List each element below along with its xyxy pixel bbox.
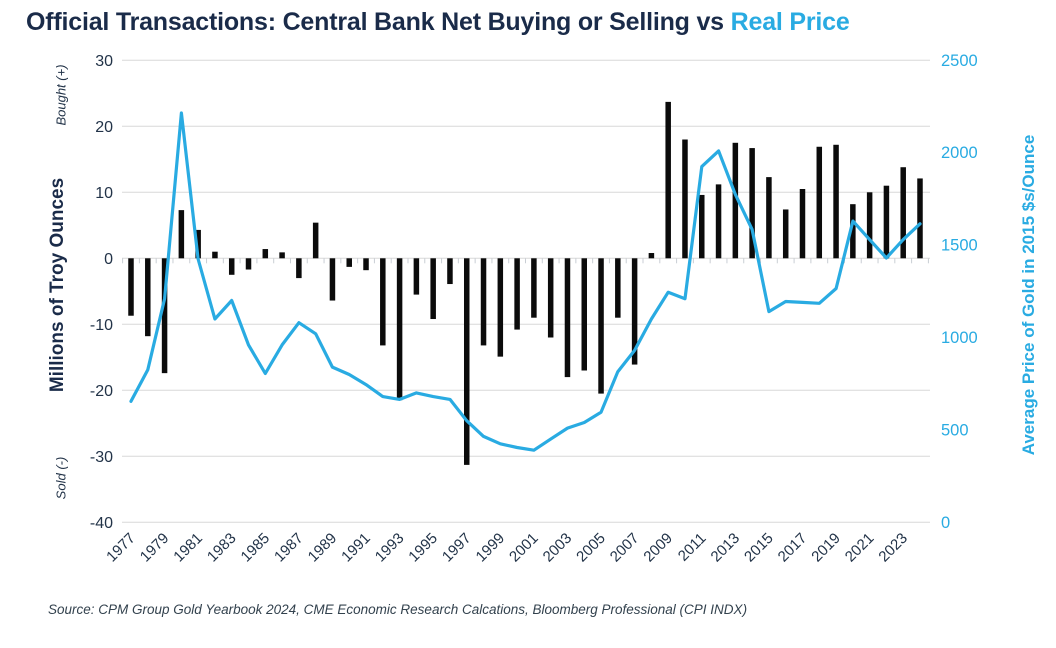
- x-axis-tick-label: 2013: [708, 530, 744, 566]
- bar: [128, 258, 134, 316]
- bar: [581, 258, 588, 371]
- x-axis-tick-label: 1991: [338, 530, 374, 566]
- x-axis-tick-label: 2003: [540, 530, 576, 566]
- bar: [161, 258, 168, 374]
- chart-title-accent: Real Price: [730, 8, 850, 36]
- chart-title: Official Transactions: Central Bank Net …: [26, 8, 850, 37]
- x-axis-tick-label: 2011: [675, 530, 710, 565]
- bar: [699, 194, 705, 259]
- bar: [598, 258, 604, 394]
- bar: [396, 258, 403, 401]
- x-axis-tick-label: 2017: [775, 530, 811, 566]
- x-axis-tick-label: 2007: [607, 530, 643, 566]
- bar: [329, 258, 336, 301]
- bar: [228, 258, 235, 275]
- x-axis-tick-label: 1985: [238, 530, 274, 566]
- left-axis-tick-label: -20: [90, 383, 113, 400]
- right-axis-tick-label: 2500: [941, 52, 978, 70]
- bar: [430, 258, 436, 320]
- bar: [262, 249, 269, 259]
- bar: [715, 184, 722, 259]
- bar: [447, 258, 453, 285]
- bar: [514, 258, 520, 330]
- bar: [850, 204, 856, 259]
- right-axis-tick-label: 2000: [941, 144, 978, 162]
- x-axis-tick-label: 1981: [170, 530, 206, 566]
- bars-series: [128, 101, 923, 465]
- price-line: [129, 111, 922, 452]
- bar: [816, 146, 823, 259]
- x-axis-tick-label: 2005: [573, 530, 609, 566]
- x-axis-tick-label: 1987: [271, 530, 307, 566]
- x-axis-tick-label: 1979: [137, 530, 173, 566]
- left-axis-tick-label: -30: [90, 449, 113, 466]
- left-axis-tick-label: -40: [90, 515, 113, 532]
- zero-axis-ticks: [122, 258, 929, 264]
- right-axis-tick-label: 1000: [941, 329, 978, 347]
- right-tick-labels: 2500 2000 1500 1000 500 0: [941, 52, 978, 532]
- bar: [212, 251, 218, 259]
- bar: [463, 258, 470, 465]
- right-axis-tick-label: 500: [941, 421, 969, 439]
- bar: [380, 258, 386, 346]
- real-price-line: [129, 111, 922, 452]
- bar: [547, 258, 554, 338]
- bar: [497, 258, 504, 357]
- bar: [665, 101, 671, 259]
- x-axis-tick-label: 2019: [808, 530, 844, 566]
- bar: [279, 252, 285, 259]
- bar: [413, 258, 420, 295]
- x-axis-tick-label: 1983: [204, 530, 240, 566]
- bar: [531, 258, 537, 318]
- x-axis-tick-label: 2009: [640, 530, 676, 566]
- bar: [195, 229, 201, 259]
- bar: [178, 210, 185, 259]
- left-axis-tick-label: -10: [90, 317, 113, 334]
- bar: [766, 177, 772, 259]
- x-axis-tick-label: 1995: [405, 530, 441, 566]
- chart-plot-area: 30 20 10 0 -10 -20 -30 -40 2500 2000 1500 1000 500 0 1…: [90, 52, 978, 566]
- chart-title-main: Official Transactions: Central Bank Net …: [26, 8, 731, 36]
- x-axis-tick-label: 1997: [439, 530, 475, 566]
- bar: [782, 209, 789, 259]
- bar: [749, 148, 755, 259]
- left-tick-labels: 30 20 10 0 -10 -20 -30 -40: [90, 53, 113, 532]
- source-note: Source: CPM Group Gold Yearbook 2024, CM…: [48, 602, 748, 617]
- bar: [833, 144, 839, 259]
- bar: [866, 192, 873, 259]
- bar: [682, 139, 688, 259]
- bar: [648, 253, 655, 259]
- bar: [631, 258, 638, 365]
- bar: [363, 258, 369, 271]
- x-axis-tick-label: 2001: [506, 530, 542, 566]
- bar: [732, 142, 739, 259]
- left-axis-tick-label: 30: [95, 53, 113, 70]
- bar: [799, 189, 806, 259]
- right-axis-tick-label: 0: [941, 514, 950, 532]
- x-axis-tick-label: 2021: [842, 530, 878, 566]
- bar: [900, 167, 906, 259]
- left-axis-tick-label: 0: [104, 251, 113, 268]
- left-axis-tick-label: 10: [95, 185, 113, 202]
- bar: [312, 222, 319, 259]
- bar: [346, 258, 352, 267]
- x-axis-tick-label: 1989: [305, 530, 341, 566]
- bar: [145, 258, 151, 337]
- x-axis-tick-label: 1999: [473, 530, 509, 566]
- x-axis-tick-label: 1977: [103, 530, 139, 566]
- bar: [564, 258, 571, 378]
- bar: [917, 178, 923, 259]
- bar: [883, 185, 890, 259]
- x-axis-tick-label: 1993: [372, 530, 408, 566]
- bar: [480, 258, 487, 346]
- gridlines: [122, 59, 930, 523]
- bar: [245, 258, 252, 270]
- x-tick-labels: 1977197919811983198519871989199119931995…: [103, 530, 911, 566]
- bar: [296, 258, 302, 279]
- bar: [615, 258, 621, 318]
- x-axis-tick-label: 2023: [875, 530, 911, 566]
- left-axis-tick-label: 20: [95, 119, 113, 136]
- right-axis-tick-label: 1500: [941, 237, 978, 255]
- x-axis-tick-label: 2015: [741, 530, 777, 566]
